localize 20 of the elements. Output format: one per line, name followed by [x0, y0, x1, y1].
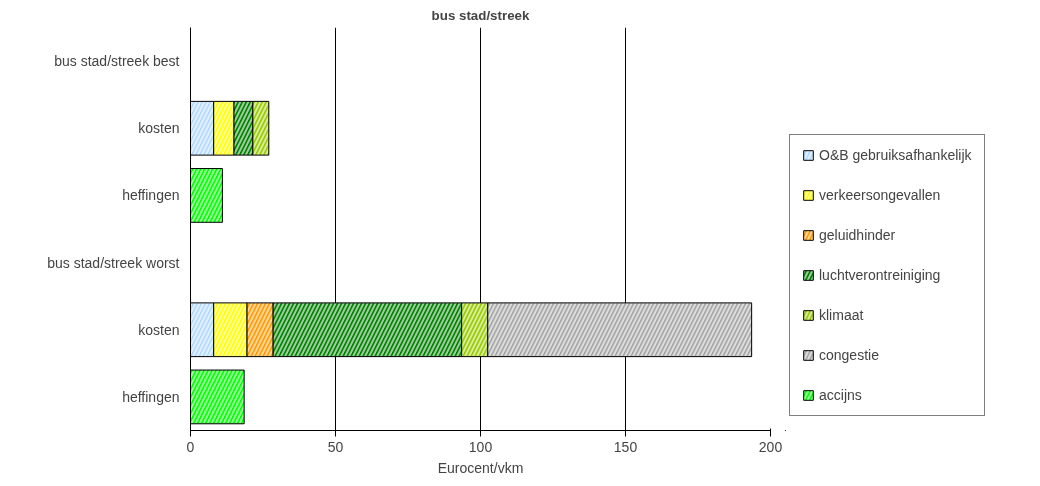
x-tick-label: 0: [186, 438, 195, 455]
legend-label: accijns: [819, 387, 862, 403]
legend-label: verkeersongevallen: [819, 187, 941, 203]
y-tick-label: heffingen: [122, 388, 180, 405]
legend-label: luchtverontreiniging: [819, 267, 941, 283]
y-tick-label: kosten: [138, 321, 180, 338]
x-tick-label: 50: [327, 438, 344, 455]
x-tick-label: 150: [613, 438, 638, 455]
y-tick-label: kosten: [138, 120, 180, 137]
legend-label: congestie: [819, 347, 879, 363]
x-axis-title: Eurocent/vkm: [437, 459, 524, 476]
chart-title: bus stad/streek: [431, 7, 530, 23]
y-tick-label: bus stad/streek worst: [47, 254, 180, 271]
legend-label: geluidhinder: [819, 227, 896, 243]
legend-label: O&B gebruiksafhankelijk: [819, 147, 972, 163]
y-tick-label: bus stad/streek best: [54, 53, 180, 70]
y-tick-label: heffingen: [122, 187, 180, 204]
x-tick-label: 200: [758, 438, 783, 455]
x-tick-label: 100: [468, 438, 493, 455]
legend-label: klimaat: [819, 307, 864, 323]
